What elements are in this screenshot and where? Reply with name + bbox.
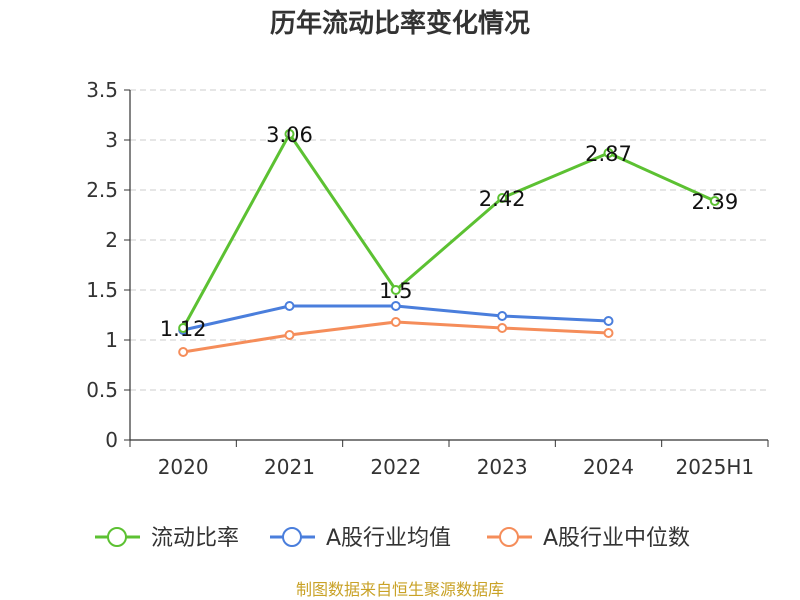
data-label: 2.87 [585,142,632,166]
legend-item-0[interactable]: 流动比率 [95,526,239,551]
data-point[interactable] [390,285,401,295]
x-tick-label: 2025H1 [675,455,754,479]
data-point[interactable] [497,193,508,203]
series-group [178,129,720,357]
data-point[interactable] [603,148,614,158]
x-tick-label: 2024 [583,455,634,479]
y-tick-label: 1 [105,328,118,352]
legend-marker [107,527,127,547]
grid-lines [130,89,768,391]
data-point[interactable] [178,323,189,333]
data-label: 2.42 [479,187,526,211]
x-tick-label: 2023 [477,455,528,479]
chart-title: 历年流动比率变化情况 [270,8,530,39]
legend-label: A股行业中位数 [543,526,690,551]
y-tick-label: 0.5 [86,378,118,402]
legend-item-1[interactable]: A股行业均值 [270,526,451,551]
data-point[interactable] [284,301,295,311]
data-labels: 1.12 3.06 1.5 2.42 2.87 2.39 [160,123,738,341]
y-tick-label: 0 [105,428,118,452]
legend-marker [499,527,519,547]
legend-label: 流动比率 [151,526,239,551]
data-label: 2.39 [691,190,738,214]
y-tick-label: 2.5 [86,178,118,202]
data-point[interactable] [709,196,720,206]
data-point[interactable] [497,311,508,321]
data-label: 1.12 [160,317,207,341]
legend-label: A股行业均值 [326,526,451,551]
y-tick-label: 3 [105,128,118,152]
y-tick-label: 3.5 [86,78,118,102]
legend-item-2[interactable]: A股行业中位数 [487,526,690,551]
x-tick-label: 2021 [264,455,315,479]
data-point[interactable] [284,129,295,139]
data-point[interactable] [284,330,295,340]
data-point[interactable] [603,316,614,326]
x-tick-label: 2022 [370,455,421,479]
axes: 0 0.5 1 1.5 2 2.5 3 3.5 2020 2021 2022 2023 2024 2025… [86,78,769,479]
data-point[interactable] [178,347,189,357]
legend-marker [282,527,302,547]
legend[interactable]: 流动比率 A股行业均值 A股行业中位数 [95,526,690,551]
data-point[interactable] [497,323,508,333]
series-line-0 [181,132,716,329]
data-point[interactable] [390,301,401,311]
source-note: 制图数据来自恒生聚源数据库 [296,580,504,599]
data-label: 1.5 [379,279,412,303]
data-label: 3.06 [266,123,313,147]
y-tick-label: 1.5 [86,278,118,302]
x-tick-label: 2020 [158,455,209,479]
data-point[interactable] [390,317,401,327]
data-point[interactable] [603,328,614,338]
y-tick-label: 2 [105,228,118,252]
